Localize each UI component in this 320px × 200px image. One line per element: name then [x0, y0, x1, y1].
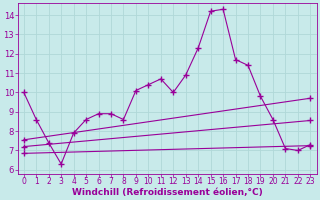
X-axis label: Windchill (Refroidissement éolien,°C): Windchill (Refroidissement éolien,°C) — [72, 188, 262, 197]
